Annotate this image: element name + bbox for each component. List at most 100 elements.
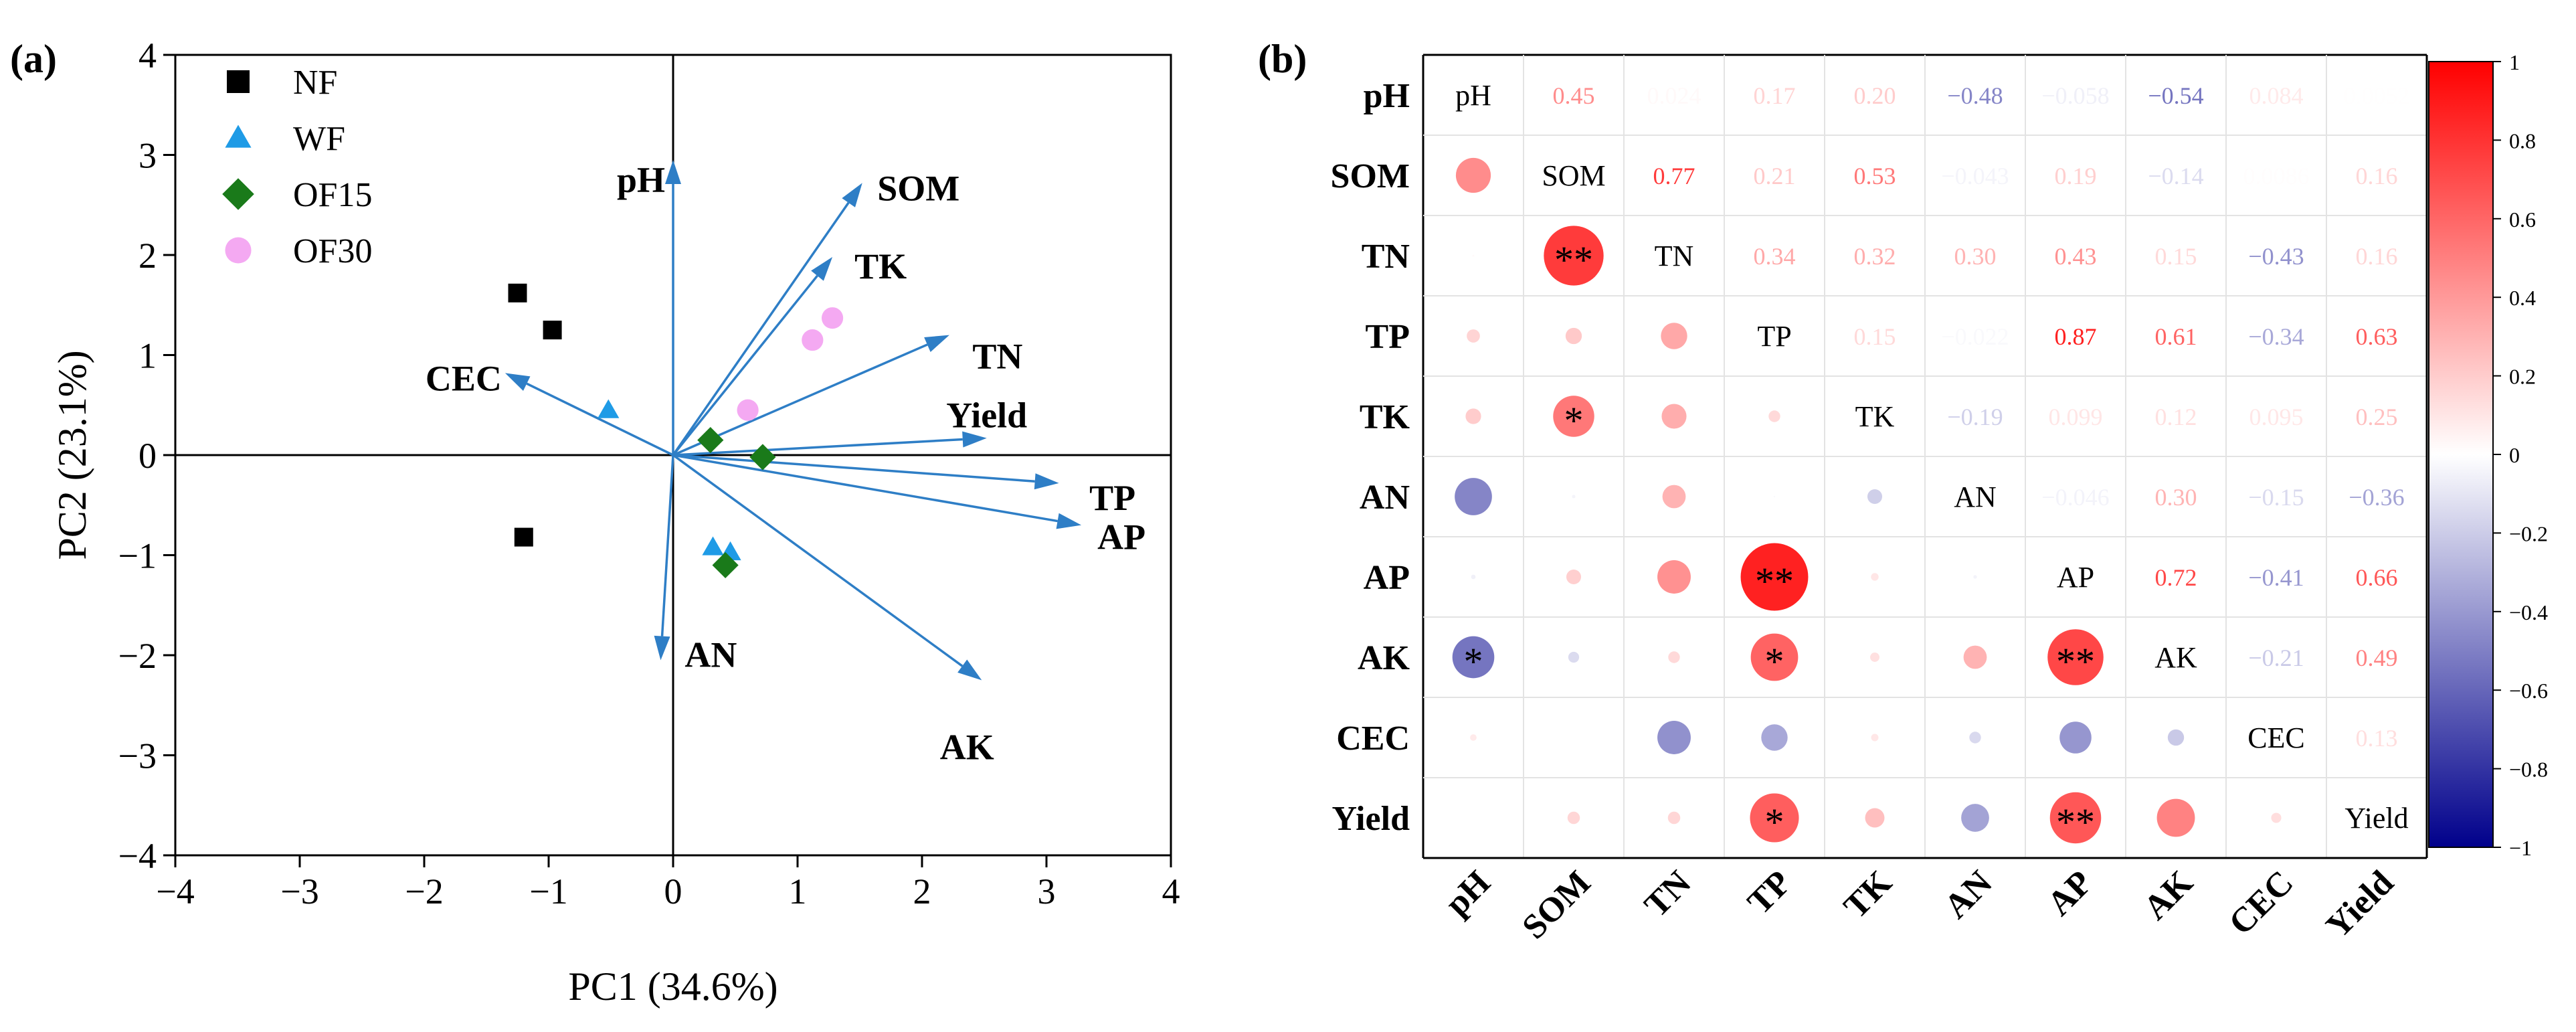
y-tick-label: −4: [118, 836, 157, 876]
correlation-circle: [2049, 792, 2102, 844]
column-label-ap: AP: [2040, 863, 2100, 923]
y-tick-label: 4: [139, 35, 157, 76]
colorbar-tick-label: 0.6: [2509, 207, 2536, 232]
column-label-tp: TP: [1740, 863, 1799, 922]
colorbar-tick-label: 1: [2509, 50, 2520, 74]
correlation-circle: [1567, 811, 1580, 825]
correlation-value: 0.43: [2055, 243, 2097, 270]
correlation-value: −0.022: [1941, 323, 2009, 350]
panel-b-label: (b): [1258, 37, 1307, 81]
panel-a-pca-biplot: (a) −4 −3 −2 −1 0 1 2 3 4 4 3 2 1 0 −1 −2 −3 −4 pH SOM TK T…: [10, 35, 1180, 1009]
colorbar-tick-label: 0.8: [2509, 128, 2536, 153]
x-tick-label: 3: [1038, 871, 1056, 912]
point-of30: [737, 399, 759, 421]
correlation-circle: [1750, 793, 1799, 843]
point-of15: [697, 426, 724, 454]
legend-label-of30: OF30: [293, 232, 372, 270]
colorbar-tick-label: −1: [2509, 836, 2532, 860]
correlation-circle: [1471, 574, 1476, 580]
diagonal-label: AK: [2154, 641, 2197, 674]
correlation-circle: [1761, 724, 1788, 751]
correlation-circle: [1969, 732, 1981, 744]
correlation-value: 0.30: [2155, 484, 2197, 511]
loading-label-som: SOM: [877, 168, 959, 208]
legend-marker-of30: [225, 237, 252, 264]
legend-label-wf: WF: [293, 120, 345, 158]
row-label-ph: pH: [1364, 77, 1410, 115]
correlation-circle: [1867, 489, 1883, 505]
column-labels: pH SOM TN TP TK AN AP AK CEC Yield: [1438, 863, 2401, 946]
colorbar-tick-label: 0.2: [2509, 365, 2536, 389]
colorbar-gradient: [2428, 61, 2494, 848]
column-label-yield: Yield: [2319, 863, 2401, 946]
diagonal-label: TP: [1757, 320, 1791, 353]
loading-arrow-ap: [672, 454, 1058, 523]
correlation-value: 0.34: [1754, 243, 1796, 270]
loading-label-ap: AP: [1097, 517, 1145, 557]
correlation-circle: [2167, 729, 2185, 746]
correlation-circle: [1657, 560, 1691, 594]
colorbar-tick-label: −0.2: [2509, 521, 2548, 545]
correlation-value: −0.34: [2248, 323, 2304, 350]
correlation-value: 0.16: [2356, 243, 2398, 270]
correlation-value: −0.54: [2148, 82, 2203, 109]
row-label-tn: TN: [1362, 238, 1410, 276]
correlation-value: −0.41: [2248, 564, 2304, 591]
heatmap-grid: [1422, 54, 2428, 859]
y-axis-label: PC2 (23.1%): [50, 350, 94, 560]
correlation-circle: [1467, 329, 1480, 343]
y-tick-label: 1: [139, 336, 157, 376]
row-label-tp: TP: [1366, 318, 1410, 356]
x-tick-label: −1: [529, 871, 567, 912]
column-label-an: AN: [1937, 863, 1999, 926]
correlation-circle: [1870, 653, 1879, 662]
x-tick-label: 0: [664, 871, 682, 912]
correlation-value: −0.046: [2041, 484, 2109, 511]
correlation-circle: [1572, 495, 1576, 499]
arrow-head: [1056, 513, 1082, 529]
y-tick-label: 3: [139, 136, 157, 176]
correlation-circle: [1963, 645, 1987, 669]
x-tick-label: 4: [1162, 871, 1180, 912]
x-tick-label: 2: [913, 871, 931, 912]
correlation-circle: [2059, 721, 2092, 754]
row-label-an: AN: [1360, 479, 1410, 517]
correlation-value: 0.63: [2356, 323, 2398, 350]
column-label-cec: CEC: [2222, 863, 2301, 942]
row-label-som: SOM: [1331, 157, 1410, 195]
correlation-value: 0.87: [2055, 323, 2097, 350]
correlation-circle: [2156, 798, 2195, 837]
correlation-circle: [1565, 327, 1582, 345]
correlation-circle: [1662, 485, 1686, 509]
correlation-circle: [1871, 573, 1879, 581]
arrow-head: [842, 183, 862, 207]
correlation-circle: [1465, 408, 1481, 424]
correlation-circle: [1544, 226, 1604, 286]
colorbar-tick-label: −0.8: [2509, 758, 2548, 782]
arrow-head: [665, 159, 681, 184]
row-label-ak: AK: [1358, 639, 1410, 677]
y-tick-label: 2: [139, 236, 157, 276]
diagonal-label: AP: [2057, 561, 2094, 594]
legend-marker-wf: [225, 124, 252, 148]
y-tick-label: −1: [118, 536, 157, 576]
y-tick-label: −3: [118, 736, 157, 776]
diagonal-label: SOM: [1542, 159, 1605, 192]
correlation-circle: [1750, 633, 1799, 681]
diagonal-label: TN: [1655, 240, 1694, 272]
legend-label-nf: NF: [293, 64, 337, 102]
x-axis-label: PC1 (34.6%): [568, 964, 777, 1009]
loading-label-tp: TP: [1089, 478, 1135, 518]
loading-label-cec: CEC: [426, 358, 502, 398]
point-of15: [749, 444, 776, 470]
correlation-circle: [1961, 804, 1989, 832]
arrow-head: [654, 635, 670, 661]
correlation-value: −0.48: [1947, 82, 2003, 109]
diagonal-label: CEC: [2247, 721, 2305, 754]
arrow-head: [962, 431, 987, 448]
diagonal-label: pH: [1455, 79, 1491, 112]
significance-mark: **: [1755, 560, 1794, 603]
loading-label-an: AN: [684, 634, 737, 675]
